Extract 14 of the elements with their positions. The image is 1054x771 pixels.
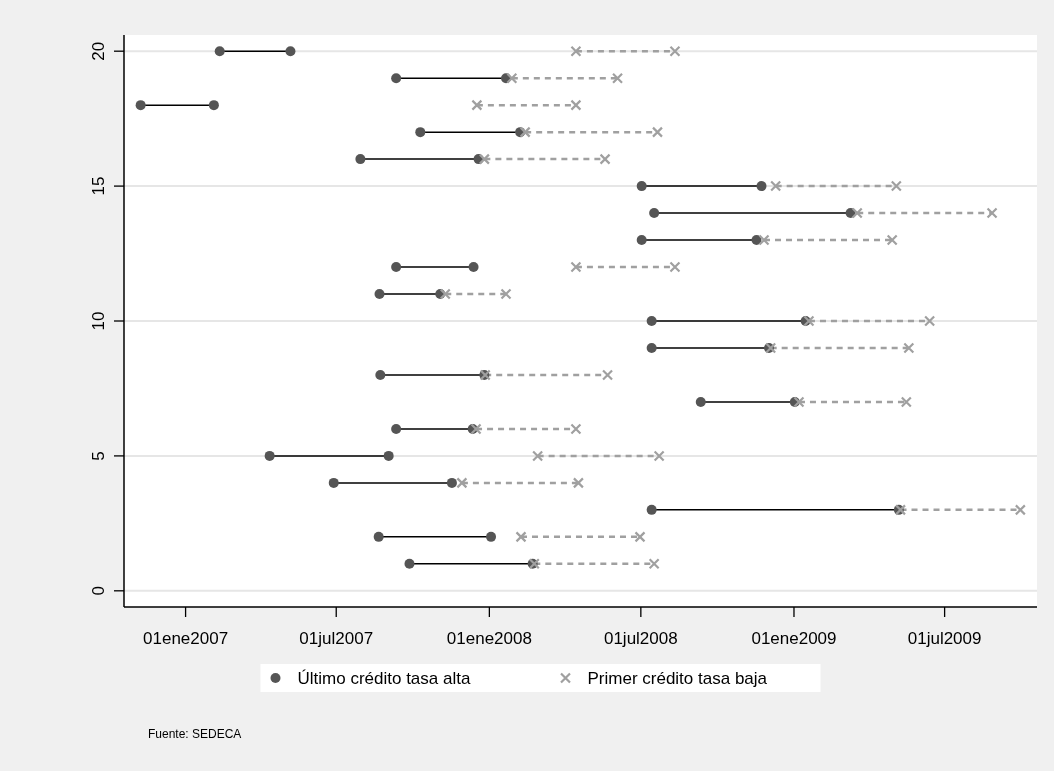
x-tick-label: 01ene2009 — [751, 629, 837, 648]
x-tick-label: 01ene2008 — [446, 629, 532, 648]
y-tick-label: 0 — [89, 586, 108, 596]
x-tick-label: 01jul2007 — [299, 629, 374, 648]
y-tick-label: 5 — [89, 451, 108, 461]
x-tick-label: 01jul2009 — [907, 629, 982, 648]
legend-label: Último crédito tasa alta — [297, 669, 471, 688]
y-tick-label: 10 — [89, 311, 108, 331]
x-tick-label: 01ene2007 — [143, 629, 229, 648]
y-tick-label: 20 — [89, 41, 108, 61]
y-tick-label: 15 — [89, 176, 108, 196]
x-tick-label: 01jul2008 — [603, 629, 678, 648]
legend-label: Primer crédito tasa baja — [587, 669, 768, 688]
source-note: Fuente: SEDECA — [148, 727, 242, 741]
